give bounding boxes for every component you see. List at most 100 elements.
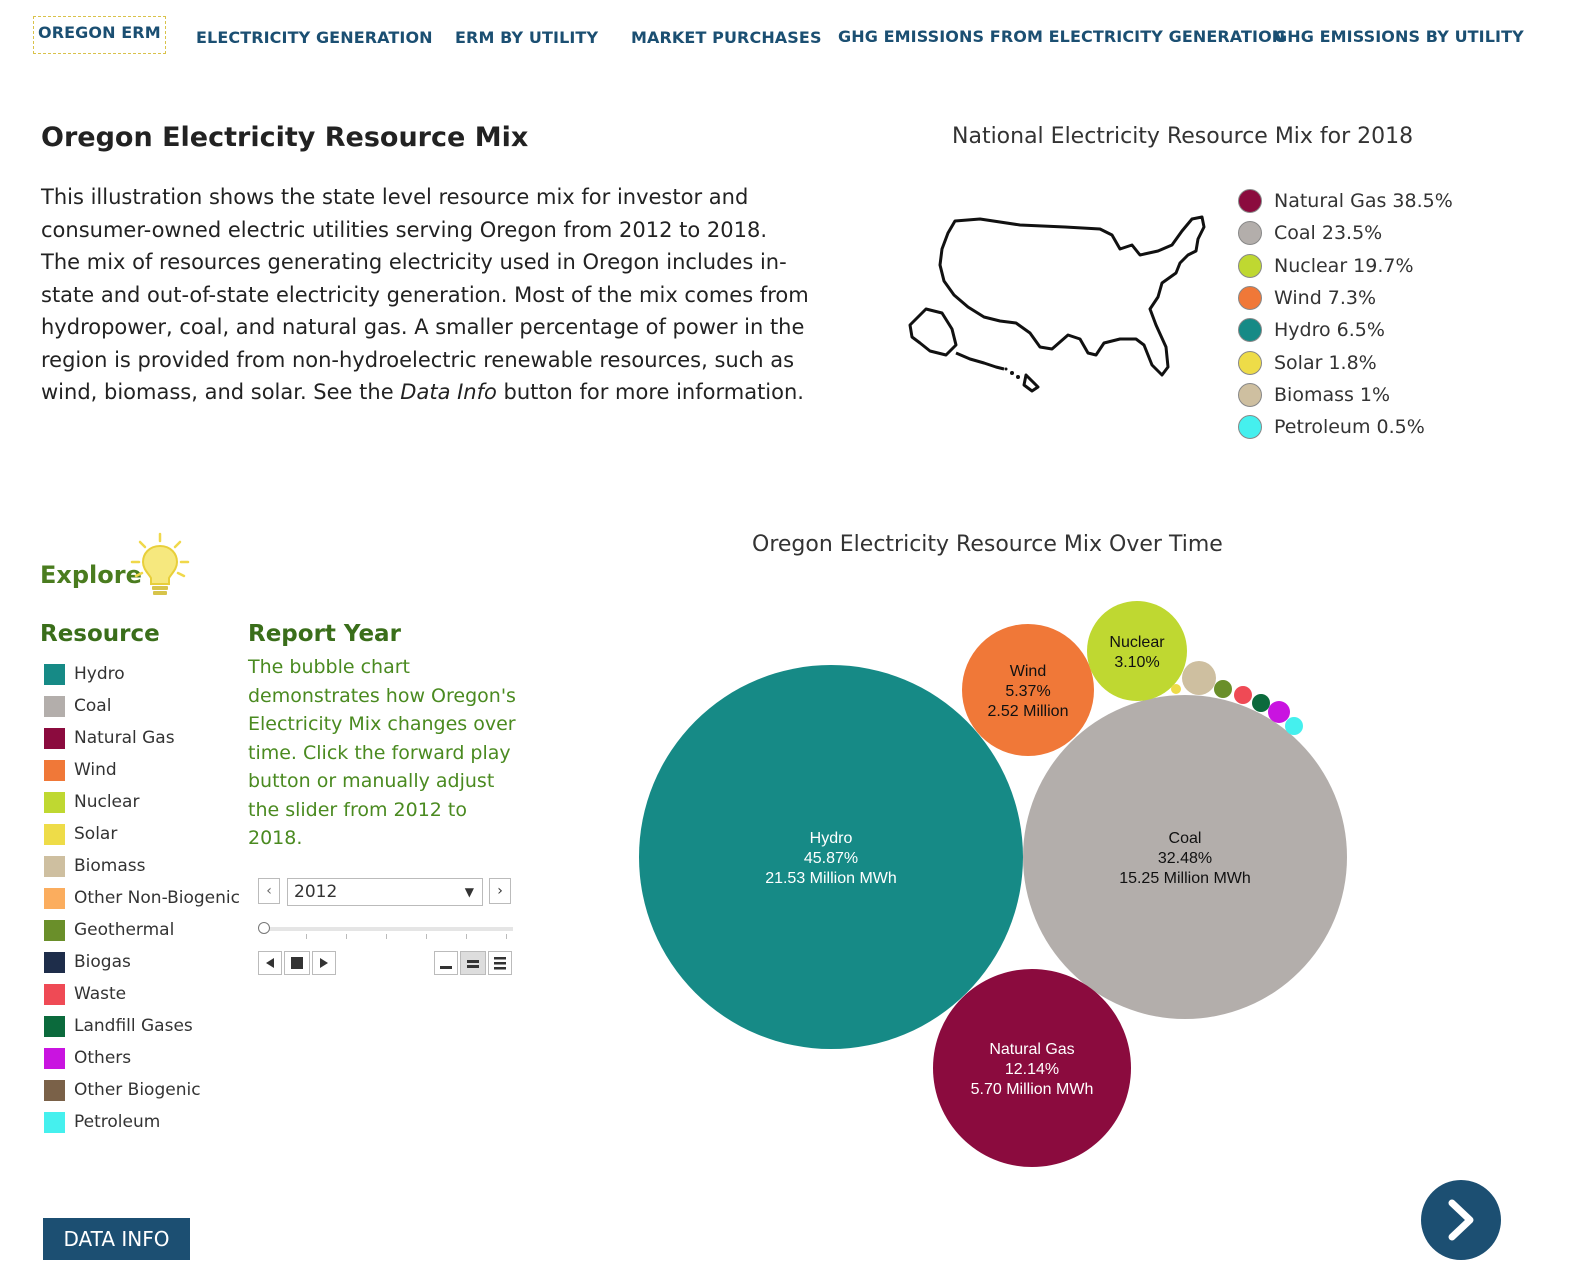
national-legend-item: Coal 23.5% xyxy=(1238,217,1453,249)
speed-fast-icon xyxy=(494,957,506,970)
year-select-value: 2012 xyxy=(294,882,338,902)
play-icon xyxy=(320,958,328,968)
tab-erm-by-utility[interactable]: ERM BY UTILITY xyxy=(455,28,599,47)
bubble-chart-title: Oregon Electricity Resource Mix Over Tim… xyxy=(752,532,1223,557)
stop-button[interactable] xyxy=(284,951,310,975)
tab-ghg-emissions-generation[interactable]: GHG EMISSIONS FROM ELECTRICITY GENERATIO… xyxy=(838,27,1286,46)
national-legend-label: Solar 1.8% xyxy=(1274,351,1377,374)
next-page-button[interactable] xyxy=(1421,1180,1501,1260)
resource-legend-label: Geothermal xyxy=(74,920,175,940)
bubble-label: 3.10% xyxy=(1114,654,1159,671)
resource-legend-item: Other Non-Biogenic xyxy=(44,882,240,914)
resource-legend-item: Hydro xyxy=(44,658,240,690)
year-slider-handle[interactable] xyxy=(258,922,270,934)
bubble-waste[interactable] xyxy=(1234,686,1252,704)
legend-swatch xyxy=(44,727,65,749)
bubble-natural-gas[interactable] xyxy=(933,969,1131,1167)
legend-swatch xyxy=(44,855,65,877)
report-year-heading: Report Year xyxy=(248,621,401,647)
next-year-button[interactable]: › xyxy=(489,878,511,904)
intro-text: This illustration shows the state level … xyxy=(41,185,809,404)
slider-tick xyxy=(306,934,307,939)
play-forward-button[interactable] xyxy=(312,951,336,975)
year-slider-track[interactable] xyxy=(266,927,513,931)
tab-ghg-emissions-utility[interactable]: GHG EMISSIONS BY UTILITY xyxy=(1274,27,1524,46)
resource-legend-item: Coal xyxy=(44,690,240,722)
legend-swatch xyxy=(44,1047,65,1069)
step-back-button[interactable] xyxy=(258,951,282,975)
legend-dot xyxy=(1238,350,1262,375)
bubble-geothermal[interactable] xyxy=(1214,680,1232,698)
national-legend-label: Hydro 6.5% xyxy=(1274,319,1385,342)
intro-text-end: button for more information. xyxy=(496,380,804,404)
bubble-coal[interactable] xyxy=(1023,695,1347,1019)
tab-electricity-generation[interactable]: ELECTRICITY GENERATION xyxy=(196,28,433,47)
legend-swatch xyxy=(44,951,65,973)
data-info-button[interactable]: DATA INFO xyxy=(43,1218,190,1260)
resource-legend-item: Natural Gas xyxy=(44,722,240,754)
resource-legend-label: Petroleum xyxy=(74,1112,161,1132)
national-legend-label: Nuclear 19.7% xyxy=(1274,254,1414,277)
resource-legend-item: Biogas xyxy=(44,946,240,978)
national-legend-label: Coal 23.5% xyxy=(1274,222,1383,245)
bubble-landfill-gases[interactable] xyxy=(1252,694,1270,712)
bubble-others[interactable] xyxy=(1268,701,1290,723)
speed-slow-button[interactable] xyxy=(434,951,458,975)
chevron-down-icon: ▼ xyxy=(464,885,474,899)
resource-legend-label: Other Biogenic xyxy=(74,1080,201,1100)
national-legend-item: Wind 7.3% xyxy=(1238,282,1453,314)
bubble-label: 15.25 Million MWh xyxy=(1119,870,1251,887)
legend-swatch xyxy=(44,823,65,845)
resource-legend-item: Waste xyxy=(44,978,240,1010)
page-title: Oregon Electricity Resource Mix xyxy=(41,122,529,153)
legend-swatch xyxy=(44,1015,65,1037)
tab-oregon-erm[interactable]: OREGON ERM xyxy=(33,16,166,54)
bubble-petroleum[interactable] xyxy=(1285,717,1303,735)
legend-dot xyxy=(1238,382,1262,407)
resource-legend-item: Landfill Gases xyxy=(44,1010,240,1042)
bubble-nuclear[interactable] xyxy=(1087,601,1187,701)
year-select[interactable]: 2012 ▼ xyxy=(287,878,483,906)
chevron-right-icon xyxy=(1448,1199,1474,1241)
slider-tick xyxy=(506,934,507,939)
bubble-label: Nuclear xyxy=(1109,634,1165,651)
speed-fast-button[interactable] xyxy=(488,951,512,975)
resource-legend-label: Waste xyxy=(74,984,127,1004)
resource-legend-label: Nuclear xyxy=(74,792,140,812)
legend-swatch xyxy=(44,887,65,909)
national-legend-label: Petroleum 0.5% xyxy=(1274,416,1425,439)
tab-market-purchases[interactable]: MARKET PURCHASES xyxy=(631,28,822,47)
speed-slow-icon xyxy=(440,966,452,969)
resource-legend-label: Solar xyxy=(74,824,118,844)
bubble-label: 5.37% xyxy=(1005,683,1050,700)
bubble-solar[interactable] xyxy=(1171,684,1181,694)
bubble-label: 45.87% xyxy=(804,850,858,867)
bubble-label: 2.52 Million xyxy=(988,703,1069,720)
speed-medium-button[interactable] xyxy=(460,951,486,975)
resource-legend-label: Biomass xyxy=(74,856,146,876)
play-back-icon xyxy=(266,958,274,968)
legend-dot xyxy=(1238,189,1262,214)
national-mix-title: National Electricity Resource Mix for 20… xyxy=(952,124,1414,149)
national-legend-item: Natural Gas 38.5% xyxy=(1238,185,1453,217)
resource-legend-label: Coal xyxy=(74,696,112,716)
chevron-left-icon: ‹ xyxy=(266,883,272,899)
bubble-wind[interactable] xyxy=(962,624,1094,756)
national-legend-item: Nuclear 19.7% xyxy=(1238,250,1453,282)
bubble-label: Wind xyxy=(1010,663,1046,680)
national-legend-item: Solar 1.8% xyxy=(1238,346,1453,378)
previous-year-button[interactable]: ‹ xyxy=(258,878,280,904)
chevron-right-icon: › xyxy=(497,883,503,899)
resource-legend-item: Wind xyxy=(44,754,240,786)
national-legend-label: Wind 7.3% xyxy=(1274,287,1377,310)
resource-heading: Resource xyxy=(40,621,160,647)
bubble-hydro[interactable] xyxy=(639,665,1023,1049)
resource-legend-item: Others xyxy=(44,1042,240,1074)
us-map-icon xyxy=(908,215,1206,393)
bubble-biomass[interactable] xyxy=(1182,661,1216,695)
bubble-label: 12.14% xyxy=(1005,1061,1059,1078)
resource-legend-label: Wind xyxy=(74,760,117,780)
stop-icon xyxy=(291,957,303,969)
resource-legend-item: Nuclear xyxy=(44,786,240,818)
legend-swatch xyxy=(44,919,65,941)
